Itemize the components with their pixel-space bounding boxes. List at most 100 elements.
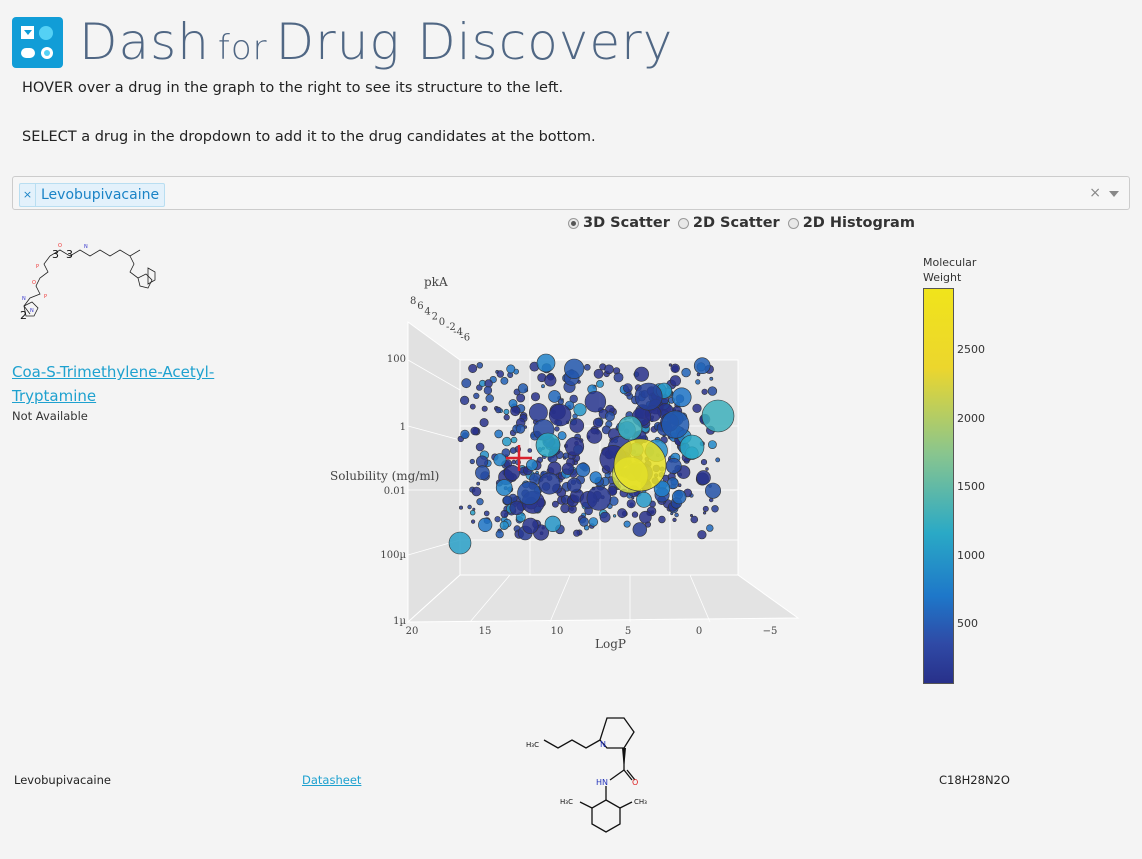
drug-dropdown[interactable]: × Levobupivacaine × (12, 176, 1130, 210)
radio-2d-histogram[interactable]: 2D Histogram (787, 215, 915, 231)
scatter-point[interactable] (531, 392, 541, 402)
scatter-point[interactable] (470, 510, 476, 516)
scatter-point[interactable] (668, 363, 673, 367)
scatter-point[interactable] (634, 382, 663, 411)
scatter-point[interactable] (701, 388, 708, 395)
scatter-point[interactable] (475, 442, 485, 452)
hover-drug-link[interactable]: Coa-S-Trimethylene-Acetyl-Tryptamine (12, 363, 215, 405)
scatter-point[interactable] (509, 447, 517, 454)
scatter-point[interactable] (500, 376, 509, 385)
scatter-point[interactable] (502, 436, 512, 447)
scatter-point[interactable] (707, 440, 717, 449)
scatter-point[interactable] (672, 517, 677, 523)
scatter-point[interactable] (548, 403, 572, 427)
scatter-point[interactable] (459, 505, 464, 510)
scatter-point[interactable] (695, 379, 701, 385)
scatter-point[interactable] (681, 367, 691, 378)
scatter-point[interactable] (479, 418, 489, 428)
scatter-point[interactable] (593, 368, 604, 379)
scatter-point[interactable] (528, 403, 548, 422)
radio-2d-scatter[interactable]: 2D Scatter (677, 215, 780, 231)
scatter-point[interactable] (478, 517, 493, 533)
scatter-point[interactable] (544, 515, 561, 533)
scatter-point[interactable] (470, 426, 480, 436)
scatter-point[interactable] (702, 505, 709, 512)
scatter-point[interactable] (705, 467, 709, 471)
scatter-point[interactable] (604, 411, 615, 422)
scatter-point[interactable] (469, 458, 475, 465)
scatter-point[interactable] (586, 428, 603, 444)
scatter-point[interactable] (669, 375, 682, 387)
scatter-point[interactable] (467, 504, 472, 510)
scatter-point[interactable] (579, 516, 589, 527)
radio-3d-scatter[interactable]: 3D Scatter (568, 215, 670, 231)
scatter-point[interactable] (711, 505, 719, 513)
scatter-point[interactable] (485, 394, 494, 403)
scatter-point[interactable] (499, 520, 509, 530)
scatter-point[interactable] (564, 358, 585, 379)
scatter-point[interactable] (535, 432, 561, 458)
scatter-3d-plot[interactable]: pkA Solubility (mg/ml) LogP 20 15 10 5 0 −5 1… (320, 240, 810, 660)
scatter-point[interactable] (709, 376, 714, 381)
scatter-point[interactable] (560, 503, 570, 514)
scatter-point[interactable] (493, 453, 507, 467)
scatter-point[interactable] (483, 510, 490, 517)
scatter-point[interactable] (548, 390, 561, 403)
scatter-point[interactable] (583, 364, 591, 371)
scatter-point[interactable] (494, 429, 503, 439)
scatter-point[interactable] (715, 457, 721, 463)
scatter-point[interactable] (674, 512, 679, 518)
scatter-point[interactable] (569, 394, 578, 404)
scatter-point[interactable] (613, 438, 667, 492)
scatter-point[interactable] (471, 519, 476, 524)
chip-remove-icon[interactable]: × (20, 184, 36, 206)
chevron-down-icon[interactable] (1109, 191, 1119, 197)
scatter-point[interactable] (573, 403, 587, 417)
scatter-point[interactable] (697, 530, 707, 540)
scatter-point[interactable] (538, 472, 561, 495)
scatter-point[interactable] (557, 431, 567, 441)
scatter-point[interactable] (476, 498, 484, 506)
scatter-point[interactable] (468, 364, 478, 374)
scatter-point[interactable] (690, 515, 699, 524)
scatter-point[interactable] (586, 485, 612, 511)
scatter-point[interactable] (461, 378, 472, 389)
scatter-point[interactable] (592, 417, 603, 428)
scatter-point[interactable] (689, 513, 693, 517)
scatter-point[interactable] (471, 486, 482, 497)
scatter-point[interactable] (599, 511, 611, 523)
scatter-point[interactable] (692, 403, 702, 413)
scatter-point[interactable] (484, 379, 493, 388)
scatter-point[interactable] (448, 531, 472, 555)
scatter-point[interactable] (551, 500, 559, 508)
scatter-point[interactable] (658, 515, 666, 524)
scatter-point[interactable] (613, 372, 624, 383)
scatter-point[interactable] (703, 511, 707, 515)
scatter-point[interactable] (494, 516, 501, 523)
scatter-point[interactable] (460, 395, 470, 405)
datasheet-link[interactable]: Datasheet (302, 773, 362, 787)
scatter-point[interactable] (596, 379, 604, 388)
scatter-point[interactable] (584, 391, 607, 413)
scatter-point[interactable] (496, 370, 505, 378)
scatter-point[interactable] (509, 500, 524, 516)
scatter-point[interactable] (483, 386, 493, 395)
scatter-point[interactable] (661, 410, 690, 439)
scatter-point[interactable] (693, 357, 711, 374)
scatter-point[interactable] (495, 406, 502, 414)
scatter-point[interactable] (503, 408, 510, 415)
scatter-point[interactable] (604, 364, 614, 375)
scatter-point[interactable] (536, 353, 556, 373)
scatter-point[interactable] (622, 383, 633, 393)
scatter-point[interactable] (561, 462, 575, 475)
scatter-point[interactable] (527, 448, 533, 453)
scatter-point[interactable] (589, 471, 602, 484)
scatter-point[interactable] (700, 459, 708, 466)
scatter-point[interactable] (572, 413, 578, 419)
scatter-point[interactable] (707, 386, 718, 396)
scatter-point[interactable] (633, 366, 649, 382)
scatter-point[interactable] (476, 362, 484, 369)
scatter-point[interactable] (566, 477, 582, 493)
scatter-point[interactable] (516, 393, 526, 403)
scatter-point[interactable] (626, 499, 636, 509)
